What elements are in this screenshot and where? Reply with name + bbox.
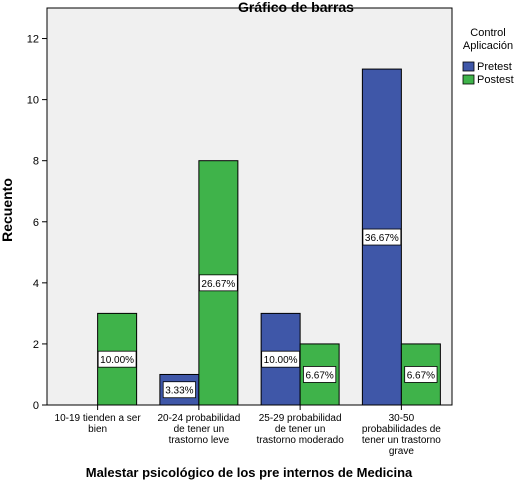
y-tick-label: 6 — [33, 217, 39, 229]
value-label: 10.00% — [264, 355, 298, 366]
legend-title: Control Aplicación — [463, 27, 513, 52]
value-label-box — [199, 274, 238, 292]
chart-title: Gráfico de barras — [238, 0, 354, 15]
x-axis-label: Malestar psicológico de los pre internos… — [86, 465, 413, 480]
legend-label: Postest — [477, 74, 514, 86]
x-tick-label: 10-19 tienden a ser bien — [55, 413, 142, 435]
legend-label: Pretest — [477, 61, 512, 73]
value-label: 10.00% — [100, 355, 134, 366]
value-label: 26.67% — [201, 279, 235, 290]
y-tick-label: 8 — [33, 156, 39, 168]
value-label-box — [404, 366, 438, 383]
value-label: 36.67% — [365, 233, 399, 244]
y-tick-label: 10 — [27, 95, 39, 107]
y-axis-label: Recuento — [0, 178, 15, 242]
value-label-box — [261, 350, 300, 368]
x-tick-label: 20-24 probabilidad de tener un trastorno l… — [157, 413, 240, 446]
value-label-box — [362, 228, 402, 246]
value-label: 6.67% — [305, 370, 333, 381]
value-label: 6.67% — [407, 370, 435, 381]
value-label-box — [162, 381, 196, 399]
value-label-box — [303, 366, 337, 383]
y-tick-label: 2 — [33, 339, 39, 351]
x-tick-label: 30-50 probabilidades de tener un trastorno… — [362, 413, 441, 457]
value-label-box — [97, 350, 137, 368]
x-tick-label: 25-29 probabilidad de tener un trastorno m… — [256, 413, 344, 446]
value-label: 3.33% — [165, 386, 193, 397]
y-tick-label: 0 — [33, 400, 39, 412]
legend-swatch — [462, 61, 475, 72]
y-tick-label: 4 — [33, 278, 39, 290]
legend-swatch — [462, 74, 475, 85]
y-tick-label: 12 — [27, 34, 39, 46]
